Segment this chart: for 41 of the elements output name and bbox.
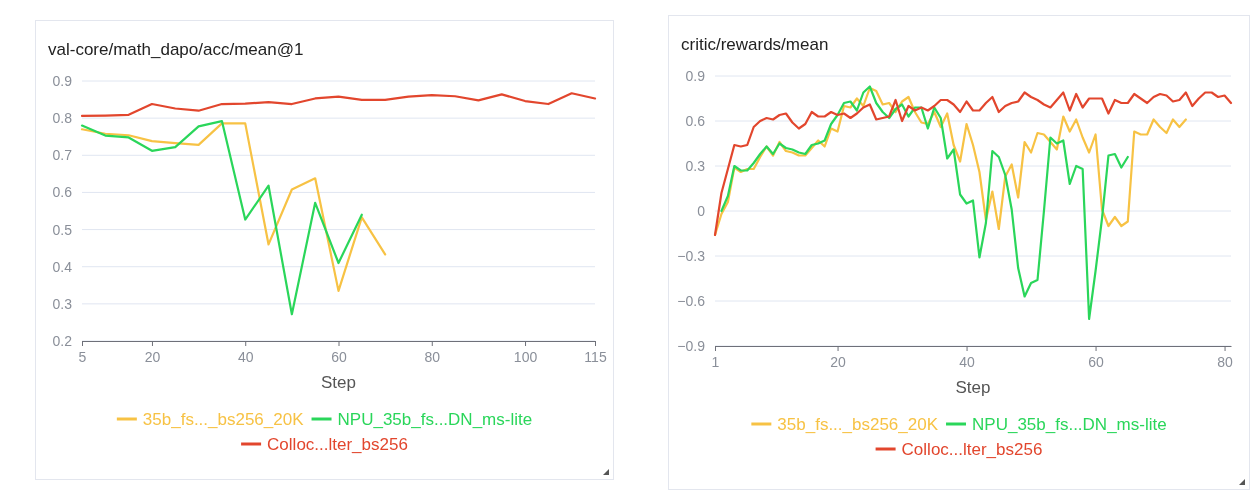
- x-axis-title: Step: [955, 378, 991, 397]
- y-tick-label: 0.8: [52, 110, 73, 127]
- y-tick-label: 0.7: [52, 147, 73, 164]
- y-tick-label: −0.9: [677, 337, 706, 354]
- x-tick-label: 5: [78, 348, 87, 365]
- y-tick-label: −0.6: [677, 292, 706, 309]
- legend-label: 35b_fs..._bs256_20K: [142, 410, 305, 429]
- legend-label: Colloc...lter_bs256: [901, 440, 1043, 459]
- y-tick-label: −0.3: [677, 247, 706, 264]
- x-tick-label: 60: [1088, 353, 1105, 370]
- x-tick-label: 40: [959, 353, 976, 370]
- x-tick-label: 80: [1217, 353, 1234, 370]
- y-tick-label: 0.9: [685, 67, 706, 84]
- x-tick-label: 100: [513, 348, 538, 365]
- x-tick-label: 20: [830, 353, 847, 370]
- legend-label: NPU_35b_fs...DN_ms-lite: [337, 410, 533, 429]
- y-tick-label: 0.6: [685, 112, 706, 129]
- x-tick-label: 80: [424, 348, 441, 365]
- legend-label: 35b_fs..._bs256_20K: [777, 415, 939, 434]
- y-tick-label: 0.6: [52, 184, 73, 201]
- line-series: [720, 85, 1129, 321]
- legend-label: NPU_35b_fs...DN_ms-lite: [972, 415, 1167, 434]
- line-series: [80, 122, 387, 292]
- x-tick-label: 115: [584, 348, 607, 365]
- line-series: [80, 92, 597, 118]
- legend-label: Colloc...lter_bs256: [267, 435, 408, 454]
- y-tick-label: 0.4: [52, 258, 73, 275]
- y-tick-label: 0.3: [685, 157, 706, 174]
- x-tick-label: 60: [331, 348, 347, 365]
- chart-title: val-core/math_dapo/acc/mean@1: [48, 40, 304, 59]
- x-tick-label: 20: [144, 348, 161, 365]
- x-tick-label: 40: [237, 348, 254, 365]
- x-axis-title: Step: [321, 373, 356, 392]
- y-tick-label: 0: [697, 202, 706, 219]
- y-tick-label: 0.3: [52, 295, 73, 312]
- y-tick-label: 0.5: [52, 221, 73, 238]
- y-tick-label: 0.9: [52, 72, 73, 89]
- chart-title: critic/rewards/mean: [681, 35, 829, 54]
- line-series: [80, 120, 363, 316]
- y-tick-label: 0.2: [52, 332, 73, 349]
- x-tick-label: 1: [711, 353, 720, 370]
